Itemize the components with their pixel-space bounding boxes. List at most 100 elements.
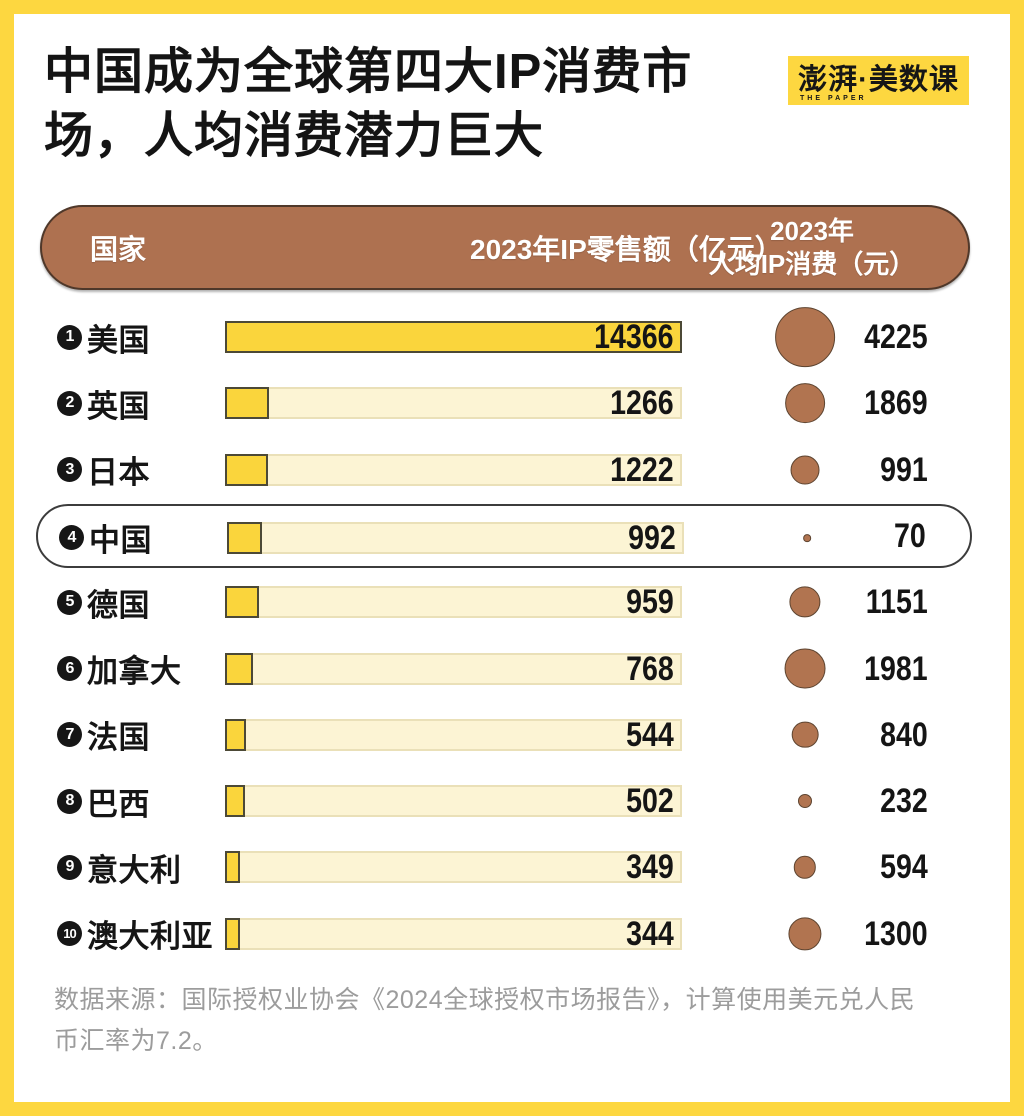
page-title-line2: 场，人均消费潜力巨大: [44, 109, 545, 163]
per-capita-value: 594: [880, 848, 928, 887]
per-capita-value: 991: [880, 450, 928, 489]
retail-value: 992: [628, 518, 676, 557]
retail-bar-track: 992: [227, 518, 684, 557]
retail-bar-track: 1222: [225, 450, 682, 489]
country-name: 法国: [87, 720, 150, 756]
per-capita-bubble: [803, 534, 811, 542]
retail-bar-track: 14366: [225, 318, 682, 356]
rank-number: 10: [63, 926, 77, 942]
rank-number: 3: [65, 460, 75, 478]
retail-bar-track: 959: [225, 583, 682, 622]
retail-bar-fill: [225, 785, 245, 818]
retail-value: 14366: [594, 318, 674, 356]
page-title: 中国成为全球第四大IP消费市 场，人均消费潜力巨大: [44, 40, 784, 168]
table-row: 9 意大利 349 594: [36, 835, 972, 899]
per-capita-value: 70: [894, 516, 926, 555]
per-capita-bubble: [793, 856, 817, 879]
country-label: 7 法国: [57, 703, 150, 767]
country-name: 美国: [87, 322, 150, 358]
rank-badge-icon: 5: [57, 589, 82, 615]
rank-badge-icon: 6: [57, 656, 82, 681]
retail-bar-fill: [225, 917, 240, 950]
thepaper-logo: 澎湃·美数课 THE PAPER: [788, 56, 969, 105]
table-row: 7 法国 544 840: [36, 703, 972, 767]
country-name: 澳大利亚: [87, 919, 213, 955]
country-label: 2 英国: [57, 371, 150, 435]
retail-value: 1222: [610, 450, 674, 489]
table-row: 8 巴西 502 232: [36, 769, 972, 833]
logo-wordmark: 澎湃·美数课: [798, 64, 959, 96]
retail-bar-fill: [225, 851, 240, 884]
logo-subtext: THE PAPER: [800, 95, 867, 102]
country-name: 德国: [87, 587, 150, 623]
per-capita-bubble: [785, 383, 825, 424]
per-capita-bubble: [790, 455, 820, 485]
retail-bar-track: 502: [225, 782, 682, 821]
page-title-line1: 中国成为全球第四大IP消费市: [44, 45, 693, 99]
infographic-canvas: 中国成为全球第四大IP消费市 场，人均消费潜力巨大 澎湃·美数课 THE PAP…: [14, 14, 1010, 1102]
rank-badge-icon: 4: [59, 525, 84, 551]
rank-badge-icon: 9: [57, 854, 82, 880]
rank-number: 1: [65, 328, 75, 345]
per-capita-value: 1981: [864, 649, 928, 688]
country-label: 6 加拿大: [57, 637, 182, 701]
retail-bar-fill: [227, 521, 263, 554]
per-capita-value: 1300: [864, 914, 928, 953]
country-label: 8 巴西: [57, 769, 150, 833]
rank-badge-icon: 1: [57, 324, 82, 350]
table-row: 10 澳大利亚 344 1300: [36, 902, 972, 966]
retail-bar-fill: [225, 586, 260, 619]
country-name: 日本: [87, 455, 150, 491]
retail-bar-fill: [225, 387, 269, 420]
retail-value: 344: [626, 914, 674, 953]
retail-value: 768: [626, 649, 674, 688]
rank-badge-icon: 2: [57, 390, 82, 416]
rank-number: 2: [65, 394, 75, 412]
country-name: 中国: [89, 523, 152, 559]
per-capita-value: 4225: [864, 318, 928, 356]
retail-bar-fill: [225, 453, 268, 486]
country-label: 3 日本: [57, 438, 150, 502]
country-name: 意大利: [87, 852, 182, 888]
per-capita-bubble: [798, 794, 812, 809]
rank-number: 7: [65, 725, 75, 743]
column-header-per-capita-line2: 人均IP消费（元）: [708, 248, 916, 279]
table-row: 6 加拿大 768 1981: [36, 637, 972, 701]
per-capita-bubble: [775, 307, 835, 367]
column-header-per-capita: 2023年 人均IP消费（元）: [672, 215, 952, 281]
rank-badge-icon: 10: [57, 921, 82, 947]
per-capita-bubble: [784, 648, 826, 689]
retail-value: 502: [626, 782, 674, 821]
rank-number: 4: [67, 528, 77, 546]
per-capita-bubble: [788, 917, 822, 951]
column-header-per-capita-line1: 2023年: [770, 215, 854, 246]
per-capita-value: 232: [880, 782, 928, 821]
country-label: 10 澳大利亚: [57, 902, 213, 966]
per-capita-bubble: [791, 721, 819, 749]
retail-bar-fill: [225, 321, 682, 353]
retail-bar-fill: [225, 652, 254, 685]
country-label: 9 意大利: [57, 835, 182, 899]
rank-number: 5: [65, 593, 75, 611]
country-label: 1 美国: [57, 305, 150, 369]
country-name: 加拿大: [87, 654, 182, 689]
data-source-note: 数据来源：国际授权业协会《2024全球授权市场报告》，计算使用美元兑人民币汇率为…: [54, 986, 916, 1055]
country-label: 5 德国: [57, 570, 150, 634]
retail-value: 959: [626, 583, 674, 622]
retail-value: 1266: [610, 384, 674, 423]
table-row: 1 美国 14366 4225: [36, 305, 972, 369]
column-header-country: 国家: [90, 233, 147, 265]
table-row: 2 英国 1266 1869: [36, 371, 972, 435]
rank-number: 8: [65, 792, 75, 810]
table-header: 国家 2023年IP零售额（亿元） 2023年 人均IP消费（元）: [40, 205, 970, 290]
rank-badge-icon: 7: [57, 722, 82, 748]
retail-bar-track: 344: [225, 914, 682, 953]
per-capita-value: 840: [880, 715, 928, 754]
table-row: 3 日本 1222 991: [36, 438, 972, 502]
retail-bar-track: 544: [225, 718, 682, 752]
country-name: 英国: [87, 388, 150, 424]
per-capita-value: 1151: [866, 583, 928, 622]
per-capita-value: 1869: [864, 384, 928, 423]
retail-bar-track: 768: [225, 649, 682, 688]
country-name: 巴西: [87, 786, 150, 822]
